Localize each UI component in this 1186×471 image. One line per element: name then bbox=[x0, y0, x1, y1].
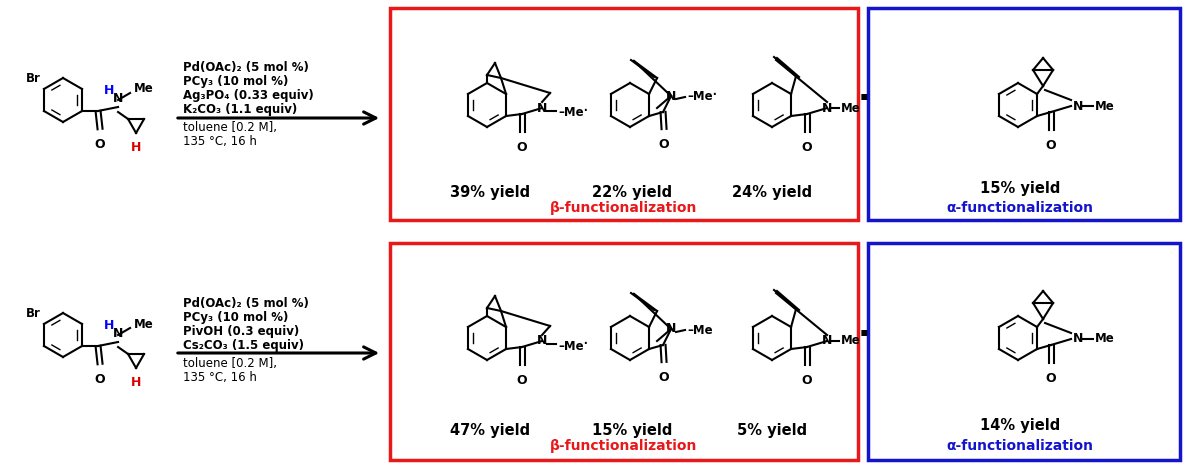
Text: N: N bbox=[665, 323, 676, 335]
Text: α-functionalization: α-functionalization bbox=[946, 201, 1093, 215]
Text: 22% yield: 22% yield bbox=[592, 186, 672, 201]
Text: 135 °C, 16 h: 135 °C, 16 h bbox=[183, 371, 257, 383]
Text: N: N bbox=[822, 334, 833, 348]
Bar bbox=[390, 8, 857, 220]
Text: N: N bbox=[537, 334, 547, 348]
Text: N: N bbox=[822, 101, 833, 114]
Text: N: N bbox=[537, 101, 547, 114]
Text: 24% yield: 24% yield bbox=[732, 186, 812, 201]
Text: Ag₃PO₄ (0.33 equiv): Ag₃PO₄ (0.33 equiv) bbox=[183, 89, 314, 103]
Text: PCy₃ (10 mol %): PCy₃ (10 mol %) bbox=[183, 75, 288, 89]
Text: β-functionalization: β-functionalization bbox=[550, 201, 697, 215]
Text: O: O bbox=[95, 138, 106, 151]
Text: Me: Me bbox=[841, 101, 861, 114]
Text: –Me: –Me bbox=[687, 324, 713, 336]
Text: N: N bbox=[1073, 99, 1084, 113]
Bar bbox=[868, 8, 1180, 220]
Text: O: O bbox=[658, 371, 669, 384]
Text: 15% yield: 15% yield bbox=[980, 181, 1060, 196]
Text: –Me: –Me bbox=[559, 106, 584, 120]
Text: 15% yield: 15% yield bbox=[592, 422, 672, 438]
Text: O: O bbox=[1046, 372, 1057, 385]
Text: Br: Br bbox=[26, 307, 42, 320]
Text: 47% yield: 47% yield bbox=[449, 422, 530, 438]
Text: N: N bbox=[113, 92, 123, 105]
Text: PCy₃ (10 mol %): PCy₃ (10 mol %) bbox=[183, 310, 288, 324]
Text: 14% yield: 14% yield bbox=[980, 418, 1060, 433]
Text: –Me: –Me bbox=[559, 340, 584, 352]
Text: H: H bbox=[130, 376, 141, 389]
Text: O: O bbox=[95, 373, 106, 386]
Text: β-functionalization: β-functionalization bbox=[550, 439, 697, 453]
Text: toluene [0.2 M],: toluene [0.2 M], bbox=[183, 122, 278, 135]
Text: H: H bbox=[104, 319, 114, 332]
Text: N: N bbox=[1073, 333, 1084, 346]
Text: Me: Me bbox=[134, 317, 154, 331]
Text: α-functionalization: α-functionalization bbox=[946, 439, 1093, 453]
Text: O: O bbox=[802, 141, 812, 154]
Text: Me: Me bbox=[134, 82, 154, 96]
Text: 5% yield: 5% yield bbox=[737, 422, 806, 438]
Text: N: N bbox=[113, 327, 123, 340]
Text: ·: · bbox=[857, 318, 871, 351]
Text: Br: Br bbox=[26, 72, 42, 85]
Text: O: O bbox=[802, 374, 812, 387]
Text: PivOH (0.3 equiv): PivOH (0.3 equiv) bbox=[183, 325, 299, 338]
Text: H: H bbox=[104, 84, 114, 97]
Text: Pd(OAc)₂ (5 mol %): Pd(OAc)₂ (5 mol %) bbox=[183, 62, 308, 74]
Text: ·: · bbox=[857, 83, 871, 116]
Bar bbox=[868, 243, 1180, 460]
Text: H: H bbox=[130, 141, 141, 154]
Text: toluene [0.2 M],: toluene [0.2 M], bbox=[183, 357, 278, 370]
Bar bbox=[390, 243, 857, 460]
Text: N: N bbox=[665, 89, 676, 103]
Text: ·: · bbox=[712, 86, 716, 104]
Text: 135 °C, 16 h: 135 °C, 16 h bbox=[183, 136, 257, 148]
Text: 39% yield: 39% yield bbox=[449, 186, 530, 201]
Text: –Me: –Me bbox=[687, 90, 713, 104]
Text: Me: Me bbox=[841, 334, 861, 348]
Text: K₂CO₃ (1.1 equiv): K₂CO₃ (1.1 equiv) bbox=[183, 104, 298, 116]
Text: O: O bbox=[517, 374, 528, 387]
Text: ·: · bbox=[582, 102, 588, 120]
Text: O: O bbox=[517, 141, 528, 154]
Text: O: O bbox=[1046, 139, 1057, 152]
Text: Me: Me bbox=[1095, 99, 1115, 113]
Text: Cs₂CO₃ (1.5 equiv): Cs₂CO₃ (1.5 equiv) bbox=[183, 339, 304, 351]
Text: ·: · bbox=[582, 335, 588, 353]
Text: O: O bbox=[658, 138, 669, 151]
Text: Me: Me bbox=[1095, 333, 1115, 346]
Text: Pd(OAc)₂ (5 mol %): Pd(OAc)₂ (5 mol %) bbox=[183, 297, 308, 309]
